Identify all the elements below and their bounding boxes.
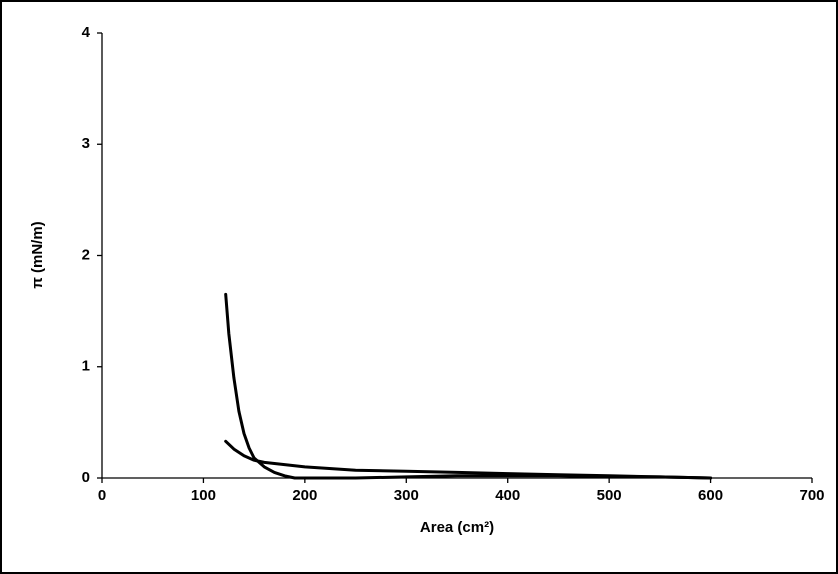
x-axis-label: Area (cm²): [420, 519, 494, 536]
x-tick-label: 300: [394, 487, 419, 504]
y-tick-label: 1: [82, 358, 90, 375]
x-tick-label: 700: [799, 487, 824, 504]
y-tick-label: 4: [82, 24, 91, 41]
x-tick-label: 0: [98, 487, 106, 504]
y-axis-label: π (mN/m): [29, 221, 46, 288]
series-line: [224, 439, 713, 480]
x-tick-label: 600: [698, 487, 723, 504]
x-tick-label: 100: [191, 487, 216, 504]
y-tick-label: 2: [82, 246, 90, 263]
y-tick-label: 0: [82, 469, 90, 486]
x-tick-label: 400: [495, 487, 520, 504]
x-tick-label: 500: [597, 487, 622, 504]
x-tick-label: 200: [292, 487, 317, 504]
y-tick-label: 3: [82, 135, 90, 152]
